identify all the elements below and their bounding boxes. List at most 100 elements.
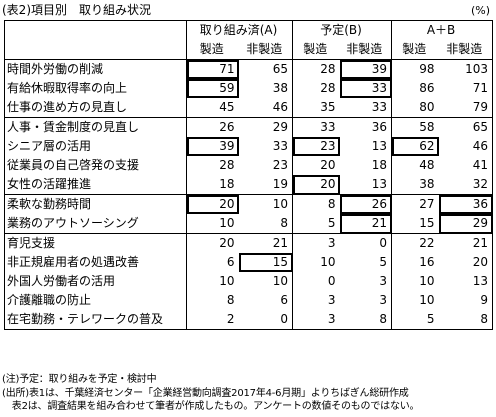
value-cell: 29	[438, 214, 493, 234]
value-cell: 46	[272, 100, 289, 114]
value-cell: 13	[472, 274, 489, 288]
value-cell: 65	[238, 59, 293, 79]
row-label: 外国人労働者の活用	[4, 272, 187, 291]
value-cell: 33	[371, 100, 388, 114]
value-cell: 32	[472, 177, 489, 191]
value-cell: 3	[292, 233, 340, 253]
value-cell: 33	[272, 139, 289, 153]
value-cell: 33	[292, 117, 340, 137]
value-cell: 0	[280, 312, 289, 326]
table-row: 非正規雇用者の処遇改善 6 15 10 5 16 20	[4, 253, 493, 272]
value-cell: 5	[379, 255, 388, 269]
value-cell: 36	[438, 194, 493, 214]
row-label: 柔軟な勤務時間	[4, 194, 187, 214]
value-cell: 48	[391, 156, 439, 175]
value-cell: 65	[438, 117, 493, 137]
value-cell: 35	[292, 98, 340, 118]
row-label: 従業員の自己啓発の支援	[4, 156, 187, 175]
value-cell: 98	[391, 59, 439, 79]
footnote-note: (注)予定：取り組みを予定・検討中	[2, 374, 157, 385]
value-cell: 59	[186, 79, 239, 98]
value-cell: 8	[226, 293, 235, 307]
unit-label: (%)	[470, 4, 490, 17]
value-cell: 23	[292, 137, 340, 156]
value-cell: 45	[219, 100, 235, 114]
value-cell: 28	[292, 79, 340, 98]
table-row: 在宅勤務・テレワークの普及 2 0 3 8 5 8	[4, 310, 493, 330]
group-header-row: 取り組み済(A) 予定(B) A＋B	[4, 20, 493, 40]
table-row: 有給休暇取得率の向上 59 38 28 33 86 71	[4, 79, 493, 98]
value-cell: 3	[292, 310, 340, 330]
sub-header-cell: 製造	[391, 40, 439, 60]
value-cell: 86	[391, 79, 439, 98]
value-cell: 38	[272, 81, 289, 95]
value-cell: 9	[480, 293, 489, 307]
value-cell: 103	[438, 59, 493, 79]
value-cell: 13	[371, 177, 388, 191]
table-row: 仕事の進め方の見直し 45 46 35 33 80 79	[4, 98, 493, 118]
value-cell: 10	[272, 274, 289, 288]
value-cell: 41	[472, 158, 489, 172]
table-title: (表2)項目別 取り組み状況	[2, 3, 151, 17]
value-cell: 46	[472, 139, 489, 153]
data-table: 取り組み済(A) 予定(B) A＋B 製造 非製造 製造 非製造 製造 非製造 …	[4, 20, 494, 330]
table-row: 従業員の自己啓発の支援 28 23 20 18 48 41	[4, 156, 493, 175]
value-cell: 21	[339, 214, 392, 234]
table-row: 時間外労働の削減 71 65 28 39 98 103	[4, 59, 493, 79]
value-cell: 10	[219, 274, 235, 288]
header-corner-sub	[4, 40, 187, 60]
value-cell: 0	[339, 233, 392, 253]
value-cell: 80	[391, 98, 439, 118]
value-cell: 6	[280, 293, 289, 307]
value-cell: 39	[186, 137, 239, 156]
value-cell: 19	[272, 177, 289, 191]
value-cell: 33	[339, 79, 392, 98]
group-header-total: A＋B	[391, 20, 493, 40]
value-cell: 8	[280, 216, 289, 230]
row-label: 仕事の進め方の見直し	[4, 98, 187, 118]
value-cell: 5	[292, 214, 340, 234]
value-cell: 21	[238, 233, 293, 253]
value-cell: 38	[391, 175, 439, 195]
value-cell: 8	[480, 312, 489, 326]
value-cell: 58	[391, 117, 439, 137]
table-row: 柔軟な勤務時間 20 10 8 26 27 36	[4, 194, 493, 214]
row-label: 介護離職の防止	[4, 291, 187, 310]
table-row: 業務のアウトソーシング 10 8 5 21 15 29	[4, 214, 493, 234]
footnote-table2: 表2は、調査結果を組み合わせて筆者が作成したもの。アンケートの数値そのものではな…	[2, 401, 420, 412]
sub-header-cell: 製造	[292, 40, 340, 60]
value-cell: 20	[292, 156, 340, 175]
value-cell: 22	[391, 233, 439, 253]
group-header-done: 取り組み済(A)	[199, 23, 278, 37]
value-cell: 20	[292, 175, 340, 195]
value-cell: 39	[339, 59, 392, 79]
table-row: 女性の活躍推進 18 19 20 13 38 32	[4, 175, 493, 195]
value-cell: 3	[379, 293, 388, 307]
table-row: シニア層の活用 39 33 23 13 62 46	[4, 137, 493, 156]
value-cell: 20	[186, 194, 239, 214]
table-body: 時間外労働の削減 71 65 28 39 98 103 有給休暇取得率の向上 59 38 28 33 8…	[4, 59, 493, 330]
sub-header-cell: 非製造	[246, 42, 283, 56]
value-cell: 36	[339, 117, 392, 137]
value-cell: 10	[292, 253, 340, 272]
row-label: 有給休暇取得率の向上	[4, 79, 187, 98]
value-cell: 3	[379, 274, 388, 288]
value-cell: 28	[219, 158, 235, 172]
value-cell: 20	[472, 255, 489, 269]
value-cell: 8	[292, 194, 340, 214]
table-row: 人事・賃金制度の見直し 26 29 33 36 58 65	[4, 117, 493, 137]
value-cell: 28	[292, 59, 340, 79]
value-cell: 6	[226, 255, 235, 269]
value-cell: 71	[186, 59, 239, 79]
value-cell: 18	[219, 177, 235, 191]
value-cell: 10	[391, 272, 439, 291]
table-row: 外国人労働者の活用 10 10 0 3 10 13	[4, 272, 493, 291]
value-cell: 18	[371, 158, 388, 172]
footnote-source: (出所)表1は、千葉経済センター「企業経営動向調査2017年4-6月期」よりちば…	[2, 387, 409, 399]
value-cell: 23	[272, 158, 289, 172]
header-corner	[4, 20, 187, 40]
value-cell: 15	[391, 214, 439, 234]
sub-header-cell: 非製造	[446, 42, 483, 56]
value-cell: 16	[391, 253, 439, 272]
value-cell: 79	[472, 100, 489, 114]
